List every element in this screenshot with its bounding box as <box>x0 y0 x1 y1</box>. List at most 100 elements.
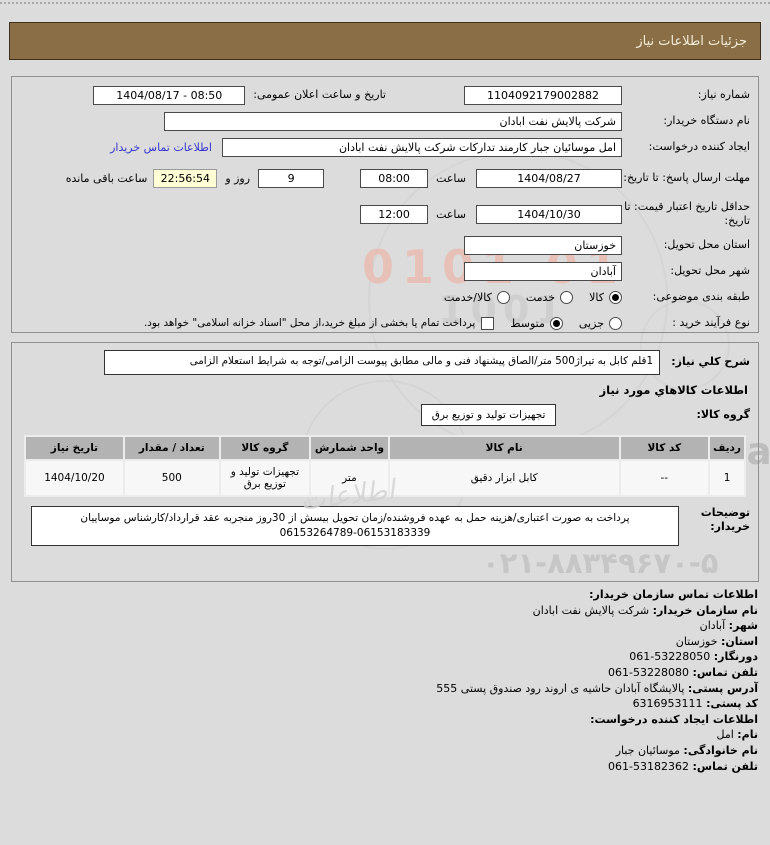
cell-row-number: 1 <box>710 461 744 495</box>
need-number-field[interactable]: 1104092179002882 <box>464 85 622 105</box>
contact-address-line: آدرس پستی: پالایشگاه آبادان حاشیه ی ارون… <box>8 681 758 697</box>
radio-icon[interactable] <box>496 290 510 304</box>
treasury-docs-checkbox[interactable] <box>481 316 495 330</box>
need-description-label: شرح کلي نیاز: <box>671 355 750 368</box>
reply-deadline-hour-field[interactable]: 08:00 <box>360 168 429 188</box>
col-group: گروه کالا <box>220 437 310 459</box>
cell-group: تجهیزات تولید و توزیع برق <box>220 461 310 495</box>
creator-phone-value: 53182362-061 <box>608 759 690 773</box>
row-price-validity: حداقل تاریخ اعتبار قیمت: تا تاریخ: 1404/… <box>20 198 750 230</box>
remaining-days-field[interactable]: 9 <box>258 168 325 188</box>
radio-option-label: کالا <box>589 290 604 304</box>
creator-name-line: نام: امل <box>8 727 758 743</box>
contact-org-line: نام سازمان خریدار: شرکت پالایش نفت ابادا… <box>8 603 758 619</box>
remaining-time-countdown: 22:56:54 <box>153 168 218 188</box>
radio-selected-icon[interactable] <box>549 316 563 330</box>
radio-option-service[interactable]: خدمت <box>525 290 574 304</box>
col-need-date: تاریخ نیاز <box>26 437 123 459</box>
need-description-field[interactable]: 1قلم کابل به تیراژ500 متر/الصاق پیشنهاد … <box>104 350 660 375</box>
contact-phone-value: 53228080-061 <box>608 665 690 679</box>
row-goods-group: گروه کالا: تجهیزات تولید و توزیع برق <box>20 404 750 426</box>
radio-selected-icon[interactable] <box>609 290 622 304</box>
col-quantity: تعداد / مقدار <box>124 437 219 459</box>
contact-phone-line: تلفن تماس: 53228080-061 <box>8 665 758 681</box>
creator-heading: اطلاعات ایجاد کننده درخواست: <box>590 712 758 726</box>
treasury-docs-checkbox-label: پرداخت تمام یا بخشی از مبلغ خرید،از محل … <box>143 317 476 329</box>
col-row-number: ردیف <box>710 437 744 459</box>
goods-section-heading: اطلاعات کالاهاي مورد نیاز <box>599 383 748 397</box>
reply-deadline-hour-label: ساعت <box>436 171 466 185</box>
page-title-bar: جزئیات اطلاعات نیاز <box>9 22 761 60</box>
contact-address-label: آدرس پستی: <box>687 681 758 695</box>
request-creator-field[interactable]: امل موسائیان جبار کارمند تدارکات شرکت پا… <box>222 137 622 157</box>
radio-option-label: کالا/خدمت <box>444 290 492 304</box>
contact-phone-label: تلفن تماس: <box>692 665 758 679</box>
creator-family-line: نام خانوادگی: موسائیان جبار <box>8 743 758 759</box>
radio-option-label: متوسط <box>510 316 545 330</box>
contact-heading: اطلاعات تماس سازمان خریدار: <box>589 588 758 601</box>
creator-phone-label: تلفن تماس: <box>692 759 758 773</box>
cell-quantity: 500 <box>124 461 219 495</box>
goods-table: ردیف کد کالا نام کالا واحد شمارش گروه کا… <box>24 435 746 497</box>
row-buyer-notes: توضیحات خریدار: پرداخت به صورت اعتباری/ه… <box>20 506 750 547</box>
buyer-notes-field[interactable]: پرداخت به صورت اعتباری/هزینه حمل به عهده… <box>31 506 679 547</box>
delivery-province-label: استان محل تحویل: <box>663 238 750 252</box>
contact-postal-value: 6316953111 <box>632 697 703 711</box>
goods-panel: شرح کلي نیاز: 1قلم کابل به تیراژ500 متر/… <box>11 342 759 582</box>
contact-fax-value: 53228050-061 <box>629 650 711 664</box>
buyer-contact-section: اطلاعات تماس سازمان خریدار: نام سازمان خ… <box>0 587 770 774</box>
price-validity-date-field[interactable]: 1404/10/30 <box>476 204 622 224</box>
radio-icon[interactable] <box>560 290 574 304</box>
goods-group-field[interactable]: تجهیزات تولید و توزیع برق <box>420 404 557 426</box>
contact-org-value: شرکت پالایش نفت ابادان <box>532 603 650 617</box>
row-need-description: شرح کلي نیاز: 1قلم کابل به تیراژ500 متر/… <box>20 350 750 375</box>
contact-province-value: خوزستان <box>675 634 718 648</box>
radio-option-goods-service[interactable]: کالا/خدمت <box>444 290 510 304</box>
announce-datetime-field[interactable]: 08:50 - 1404/08/17 <box>93 85 246 105</box>
creator-phone-line: تلفن تماس: 53182362-061 <box>8 759 758 775</box>
contact-city-line: شهر: آبادان <box>8 618 758 634</box>
subject-classification-label: طبقه بندی موضوعی: <box>652 290 750 304</box>
radio-option-label: خدمت <box>525 290 556 304</box>
row-delivery-city: شهر محل تحویل: آبادان <box>20 260 750 282</box>
goods-table-row: 1 -- کابل ابزار دقیق متر تجهیزات تولید و… <box>26 461 744 495</box>
radio-option-minor[interactable]: جزیی <box>579 316 622 330</box>
days-and-label: روز و <box>225 171 251 185</box>
row-purchase-process: نوع فرآیند خرید : جزیی متوسط پرداخت تمام… <box>20 312 750 334</box>
buyer-org-field[interactable]: شرکت پالایش نفت ابادان <box>164 111 622 131</box>
creator-family-label: نام خانوادگی: <box>683 743 758 757</box>
radio-icon[interactable] <box>609 316 622 330</box>
page-title: جزئیات اطلاعات نیاز <box>636 33 747 49</box>
contact-address-value: پالایشگاه آبادان حاشیه ی اروند رود صندوق… <box>436 681 685 695</box>
radio-option-medium[interactable]: متوسط <box>510 316 563 330</box>
creator-name-label: نام: <box>737 728 758 742</box>
cell-need-date: 1404/10/20 <box>26 461 123 495</box>
row-request-creator: ایجاد کننده درخواست: امل موسائیان جبار ک… <box>20 136 750 158</box>
col-unit: واحد شمارش <box>311 437 388 459</box>
col-item-code: کد کالا <box>620 437 709 459</box>
buyer-notes-line2: 06153264789-06153183339 <box>279 527 431 540</box>
buyer-notes-label: توضیحات خریدار: <box>700 506 750 533</box>
general-info-panel: شماره نیاز: 1104092179002882 تاریخ و ساع… <box>11 76 759 333</box>
contact-org-label: نام سازمان خریدار: <box>652 603 758 617</box>
contact-fax-line: دورنگار: 53228050-061 <box>8 649 758 665</box>
goods-group-label: گروه کالا: <box>696 408 750 422</box>
radio-option-goods[interactable]: کالا <box>589 290 622 304</box>
buyer-contact-link[interactable]: اطلاعات تماس خریدار <box>110 140 212 154</box>
contact-city-value: آبادان <box>699 619 726 633</box>
row-subject-classification: طبقه بندی موضوعی: کالا خدمت کالا/خدمت <box>20 286 750 308</box>
col-item-name: نام کالا <box>389 437 619 459</box>
row-need-number: شماره نیاز: 1104092179002882 تاریخ و ساع… <box>20 84 750 106</box>
contact-province-line: استان: خوزستان <box>8 634 758 650</box>
cell-unit: متر <box>311 461 388 495</box>
price-validity-hour-field[interactable]: 12:00 <box>360 204 429 224</box>
delivery-city-field[interactable]: آبادان <box>464 261 622 281</box>
delivery-province-field[interactable]: خوزستان <box>464 235 622 255</box>
creator-family-value: موسائیان جبار <box>615 743 680 757</box>
reply-deadline-date-field[interactable]: 1404/08/27 <box>476 168 622 188</box>
contact-province-label: استان: <box>721 634 758 648</box>
row-delivery-province: استان محل تحویل: خوزستان <box>20 234 750 256</box>
buyer-notes-line1: پرداخت به صورت اعتباری/هزینه حمل به عهده… <box>80 512 630 524</box>
price-validity-label: حداقل تاریخ اعتبار قیمت: تا تاریخ: <box>624 200 750 227</box>
row-reply-deadline: مهلت ارسال پاسخ: تا تاریخ: 1404/08/27 سا… <box>20 162 750 194</box>
